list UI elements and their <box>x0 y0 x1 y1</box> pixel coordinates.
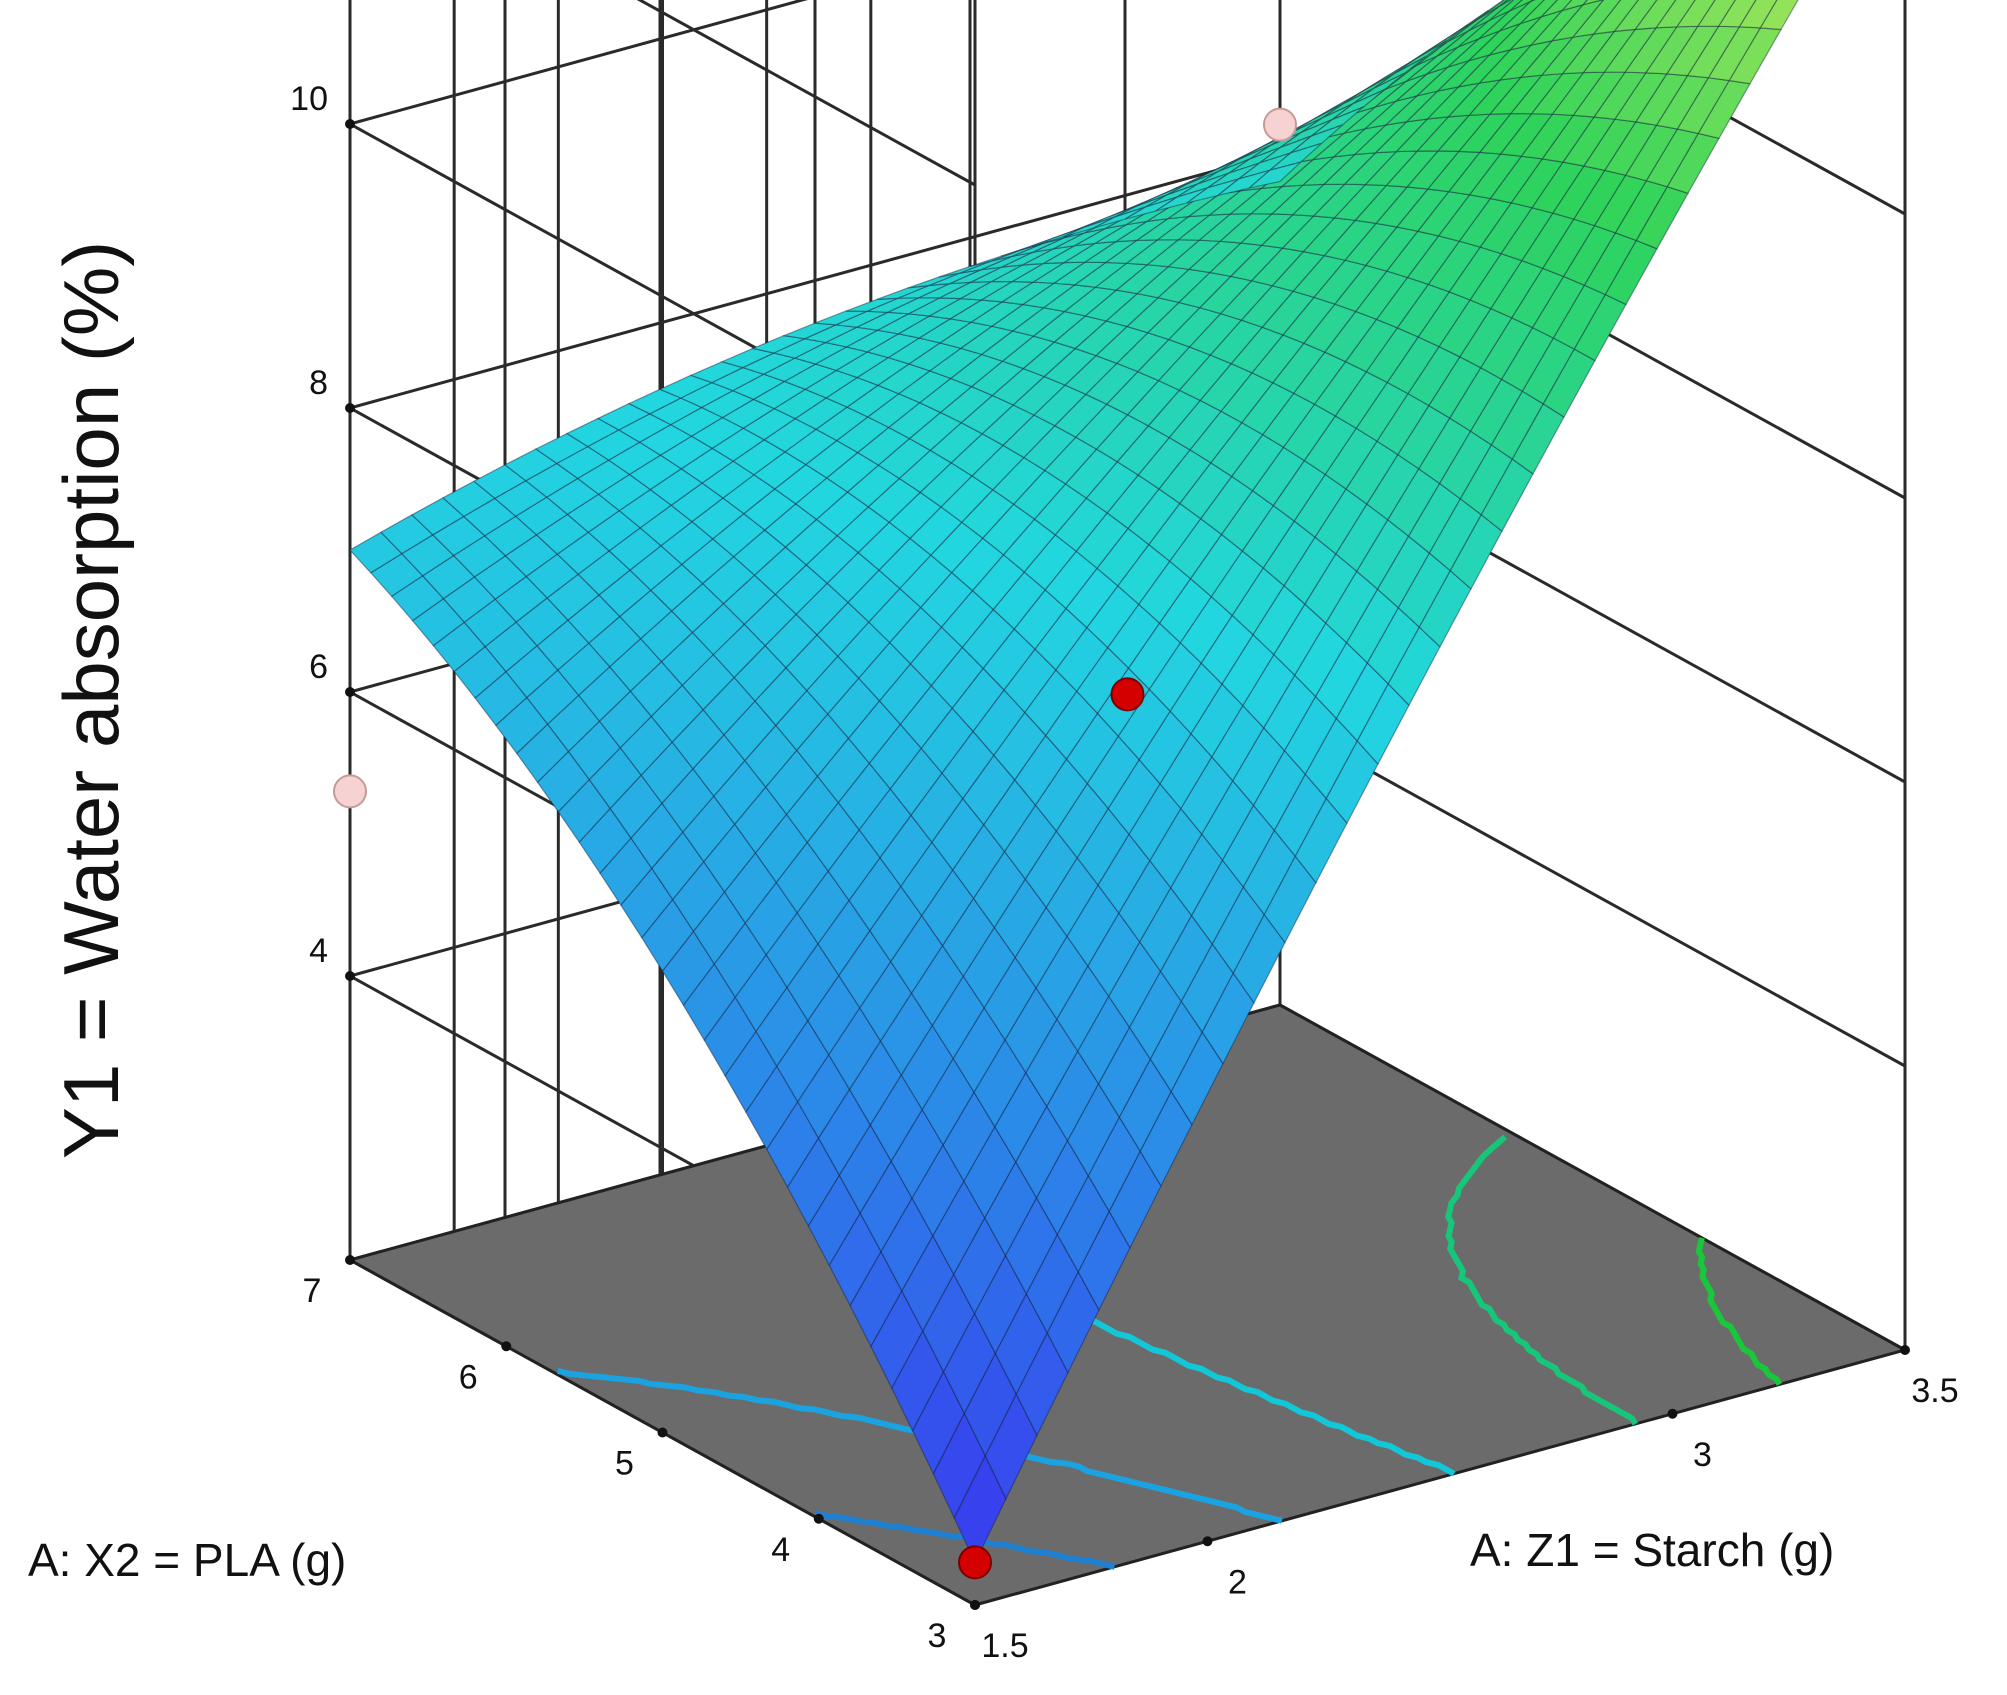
y-tick-mark <box>345 1255 355 1265</box>
x-axis-title: A: Z1 = Starch (g) <box>1470 1524 1834 1576</box>
y-tick-mark <box>501 1341 512 1352</box>
surface-cell <box>1509 0 1533 12</box>
y-tick-mark <box>657 1427 668 1438</box>
x-tick-mark <box>970 1600 980 1610</box>
z-tick-label: 4 <box>309 932 328 970</box>
surface-cell <box>1498 0 1512 7</box>
axes-labels: Y1 = Water absorption (%) A: X2 = PLA (g… <box>28 80 1959 1665</box>
surface-cell <box>1759 0 1799 31</box>
floor-plane <box>346 1003 1909 1607</box>
z-tick-label: 6 <box>309 648 328 686</box>
surface-cell <box>1519 0 1559 25</box>
surface-cell <box>1488 0 1523 22</box>
surface-cell <box>1581 0 1605 6</box>
surface-cell <box>1738 0 1778 29</box>
response-surface <box>349 0 1799 1564</box>
surface-cell <box>1571 0 1622 39</box>
contour-line <box>1695 1237 1783 1386</box>
design-point <box>333 774 367 809</box>
y-tick-label: 5 <box>615 1445 634 1483</box>
surface-cell <box>1675 0 1716 28</box>
grid-horizontal <box>1279 719 1906 1068</box>
surface-cell <box>1592 0 1639 35</box>
y-tick-label: 3 <box>928 1617 947 1655</box>
surface-cell <box>1477 0 1509 20</box>
surface-cell <box>1717 0 1757 28</box>
surface-cell <box>1696 0 1736 27</box>
surface-cell <box>1530 0 1536 2</box>
design-point <box>958 1545 992 1580</box>
y-axis-title: A: X2 = PLA (g) <box>28 1534 346 1586</box>
x-tick-label: 3 <box>1693 1436 1712 1474</box>
x-tick-label: 2 <box>1228 1563 1247 1601</box>
x-tick-label: 3.5 <box>1911 1372 1958 1410</box>
z-tick-label: 10 <box>290 80 328 118</box>
surface-cell <box>1654 0 1696 29</box>
z-tick-mark <box>345 403 355 413</box>
x-tick-label: 1.5 <box>981 1627 1028 1665</box>
surface-cell <box>1560 0 1588 12</box>
floor-panel <box>346 1003 1909 1607</box>
x-tick-mark <box>1900 1345 1910 1355</box>
y-tick-label: 4 <box>771 1531 790 1569</box>
design-points <box>333 107 1297 1580</box>
x-tick-mark <box>1667 1408 1678 1419</box>
z-tick-label: 8 <box>309 364 328 402</box>
y-tick-label: 6 <box>459 1358 478 1396</box>
contour-line <box>1445 1134 1638 1426</box>
surface-cell <box>1633 0 1677 31</box>
z-tick-mark <box>345 971 355 981</box>
surface-cell <box>1248 161 1302 189</box>
design-point <box>1263 107 1297 142</box>
z-tick-mark <box>345 687 355 697</box>
y-tick-mark <box>813 1513 824 1524</box>
grid-horizontal <box>636 0 976 187</box>
design-point <box>1110 677 1145 712</box>
surface-cell <box>1539 0 1573 19</box>
z-axis-title: Y1 = Water absorption (%) <box>47 241 135 1159</box>
surface-cell <box>1612 0 1658 33</box>
y-tick-label: 7 <box>303 1272 322 1310</box>
x-tick-mark <box>1202 1536 1213 1547</box>
z-tick-mark <box>345 119 355 129</box>
